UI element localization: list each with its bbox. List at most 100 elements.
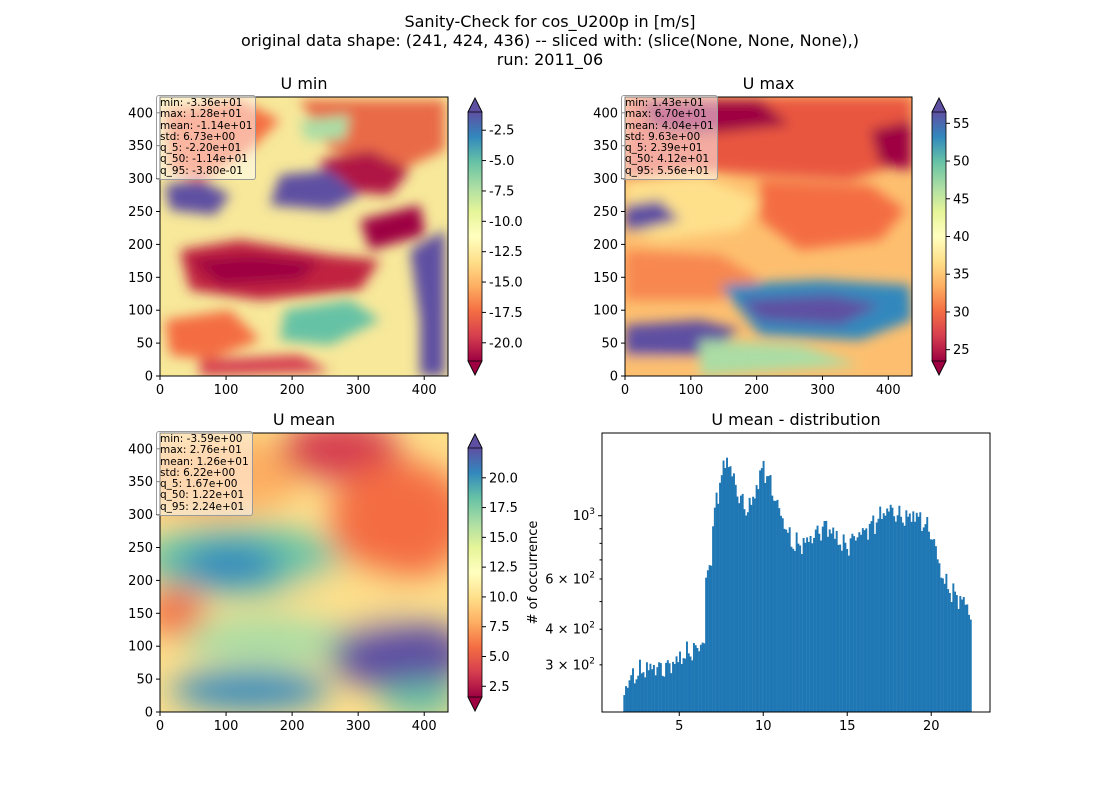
y-tick-label: 300: [593, 172, 618, 187]
histogram-bar: [677, 662, 680, 712]
histogram-bar: [694, 645, 697, 712]
histogram-bar: [727, 467, 730, 712]
plot-frame-u-mean: [159, 432, 449, 713]
colorbar-extend-min: [467, 360, 483, 376]
histogram-bar: [642, 672, 645, 712]
colorbar-tick-label: -17.5: [489, 306, 523, 321]
histogram-bar: [804, 542, 807, 712]
histogram-bar: [703, 643, 706, 712]
histogram-bar: [635, 679, 638, 712]
histogram-bar: [713, 507, 716, 712]
histogram-bar: [867, 539, 870, 712]
colorbar: [468, 112, 482, 361]
figure-title-line-3: run: 2011_06: [496, 50, 604, 69]
y-tick-label: 350: [593, 139, 618, 154]
histogram-bar: [827, 536, 829, 712]
histogram-bar: [719, 482, 722, 712]
histogram-bar: [952, 583, 955, 712]
histogram-bar: [861, 528, 864, 712]
histogram-bar: [736, 496, 739, 712]
histogram-bar: [647, 670, 650, 712]
histogram-bar: [705, 577, 708, 712]
histogram-bar: [757, 489, 760, 712]
histogram-bar: [689, 656, 692, 712]
histogram-bar: [868, 523, 871, 712]
histogram-bar: [699, 644, 702, 712]
colorbar-extend-min: [467, 696, 483, 712]
histogram-bar: [823, 520, 826, 712]
stat-std: std: 6.22e+00: [160, 466, 236, 479]
heatmap-u-max-field: [625, 97, 912, 376]
histogram-bar: [672, 661, 675, 712]
stats-box-u-max: min: 1.43e+01 max: 6.70e+01 mean: 4.04e+…: [621, 95, 718, 181]
colorbar-tick-label: 7.5: [489, 620, 510, 635]
histogram-bar: [661, 675, 664, 712]
x-tick-label: 200: [280, 719, 305, 734]
histogram-bar: [773, 500, 775, 712]
histogram-bar: [790, 546, 793, 712]
histogram-bar: [875, 522, 878, 712]
histogram-bar: [762, 460, 765, 712]
histogram-bar: [924, 524, 927, 712]
histogram-bar: [853, 536, 856, 712]
x-tick-label: 100: [214, 719, 239, 734]
colorbar-tick-label: -7.5: [489, 184, 514, 199]
histogram-bar: [698, 651, 701, 712]
histogram-bar: [780, 515, 782, 712]
histogram-bar: [886, 508, 889, 712]
colorbar-tick-label: 10.0: [489, 590, 518, 605]
histogram-bar: [679, 651, 681, 712]
x-tick-label: 300: [810, 383, 835, 398]
colorbar-tick-label: 2.5: [489, 680, 510, 695]
histogram-bar: [879, 506, 882, 712]
histogram-bar: [654, 675, 657, 712]
histogram-bar: [745, 515, 748, 712]
histogram-bar: [880, 518, 883, 712]
histogram-bar: [905, 510, 908, 712]
stat-q50: q_50: 1.22e+01: [160, 489, 245, 502]
histogram-bar: [840, 550, 843, 712]
histogram-bar: [797, 543, 800, 712]
y-tick-label: 100: [128, 640, 153, 655]
histogram-bar: [750, 504, 753, 712]
histogram-bar: [663, 676, 666, 712]
x-tick-label: 20: [923, 719, 940, 734]
histogram-bar: [686, 641, 688, 712]
histogram-bar: [658, 662, 661, 712]
y-tick-label: 200: [128, 238, 153, 253]
histogram-bar: [933, 539, 936, 712]
colorbar: [468, 448, 482, 697]
histogram-bar: [884, 515, 887, 712]
histogram-bar: [633, 683, 636, 712]
histogram-bar: [651, 669, 654, 712]
histogram-bar: [715, 492, 718, 712]
colorbar-tick-label: 35: [953, 268, 970, 283]
histogram-bar: [835, 530, 838, 712]
colorbar-tick-label: 55: [953, 117, 970, 132]
histogram-bar: [968, 614, 970, 712]
x-tick-label: 400: [412, 719, 437, 734]
histogram-bar: [900, 516, 903, 712]
histogram-bar: [626, 687, 629, 712]
histogram-bar: [860, 534, 863, 712]
x-tick-label: 0: [156, 719, 164, 734]
y-tick-label: 100: [128, 304, 153, 319]
histogram-bar: [854, 540, 857, 712]
histogram-bar: [865, 528, 868, 712]
histogram-bar: [874, 533, 876, 712]
histogram-bar: [645, 662, 648, 712]
histogram-bar: [746, 512, 749, 712]
stat-max: max: 2.76e+01: [160, 444, 242, 457]
y-tick-label: 350: [128, 139, 153, 154]
histogram-bar: [915, 512, 918, 712]
stat-max: max: 6.70e+01: [625, 108, 707, 121]
colorbar-tick-label: -2.5: [489, 124, 514, 139]
colorbar-outline: [931, 97, 947, 376]
figure-title-line-2: original data shape: (241, 424, 436) -- …: [241, 31, 859, 50]
y-tick-label: 400: [128, 442, 153, 457]
histogram-bar: [954, 591, 957, 712]
y-tick-label: 100: [593, 304, 618, 319]
panel-title: U mean: [273, 410, 335, 429]
histogram-bar: [955, 595, 958, 712]
